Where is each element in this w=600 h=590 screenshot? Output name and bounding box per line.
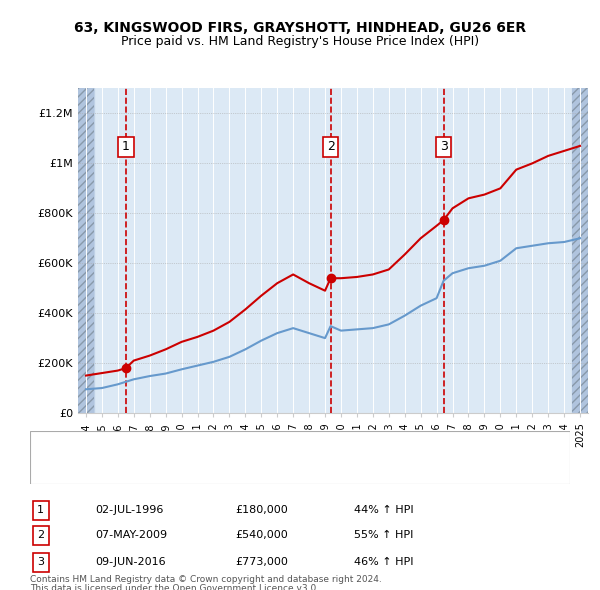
FancyBboxPatch shape [30, 431, 570, 484]
Text: 63, KINGSWOOD FIRS, GRAYSHOTT, HINDHEAD, GU26 6ER: 63, KINGSWOOD FIRS, GRAYSHOTT, HINDHEAD,… [74, 21, 526, 35]
Text: Contains HM Land Registry data © Crown copyright and database right 2024.: Contains HM Land Registry data © Crown c… [30, 575, 382, 584]
Text: HPI: Average price, detached house, East Hampshire: HPI: Average price, detached house, East… [79, 466, 354, 476]
Text: 09-JUN-2016: 09-JUN-2016 [95, 558, 166, 568]
Text: 63, KINGSWOOD FIRS, GRAYSHOTT, HINDHEAD, GU26 6ER (detached house): 63, KINGSWOOD FIRS, GRAYSHOTT, HINDHEAD,… [79, 441, 477, 451]
Bar [572, 88, 588, 413]
Text: 3: 3 [440, 140, 448, 153]
Text: 44% ↑ HPI: 44% ↑ HPI [354, 506, 413, 515]
Text: 02-JUL-1996: 02-JUL-1996 [95, 506, 163, 515]
Text: £773,000: £773,000 [235, 558, 288, 568]
Text: 07-MAY-2009: 07-MAY-2009 [95, 530, 167, 540]
Text: 46% ↑ HPI: 46% ↑ HPI [354, 558, 413, 568]
Bar [572, 88, 588, 413]
Text: 2: 2 [37, 530, 44, 540]
Text: 3: 3 [37, 558, 44, 568]
Text: £180,000: £180,000 [235, 506, 288, 515]
Text: 1: 1 [37, 506, 44, 515]
Text: £540,000: £540,000 [235, 530, 288, 540]
Text: 2: 2 [326, 140, 335, 153]
Text: 55% ↑ HPI: 55% ↑ HPI [354, 530, 413, 540]
Text: Price paid vs. HM Land Registry's House Price Index (HPI): Price paid vs. HM Land Registry's House … [121, 35, 479, 48]
Bar [78, 88, 94, 413]
Bar [78, 88, 94, 413]
Text: This data is licensed under the Open Government Licence v3.0.: This data is licensed under the Open Gov… [30, 584, 319, 590]
Text: 1: 1 [122, 140, 130, 153]
